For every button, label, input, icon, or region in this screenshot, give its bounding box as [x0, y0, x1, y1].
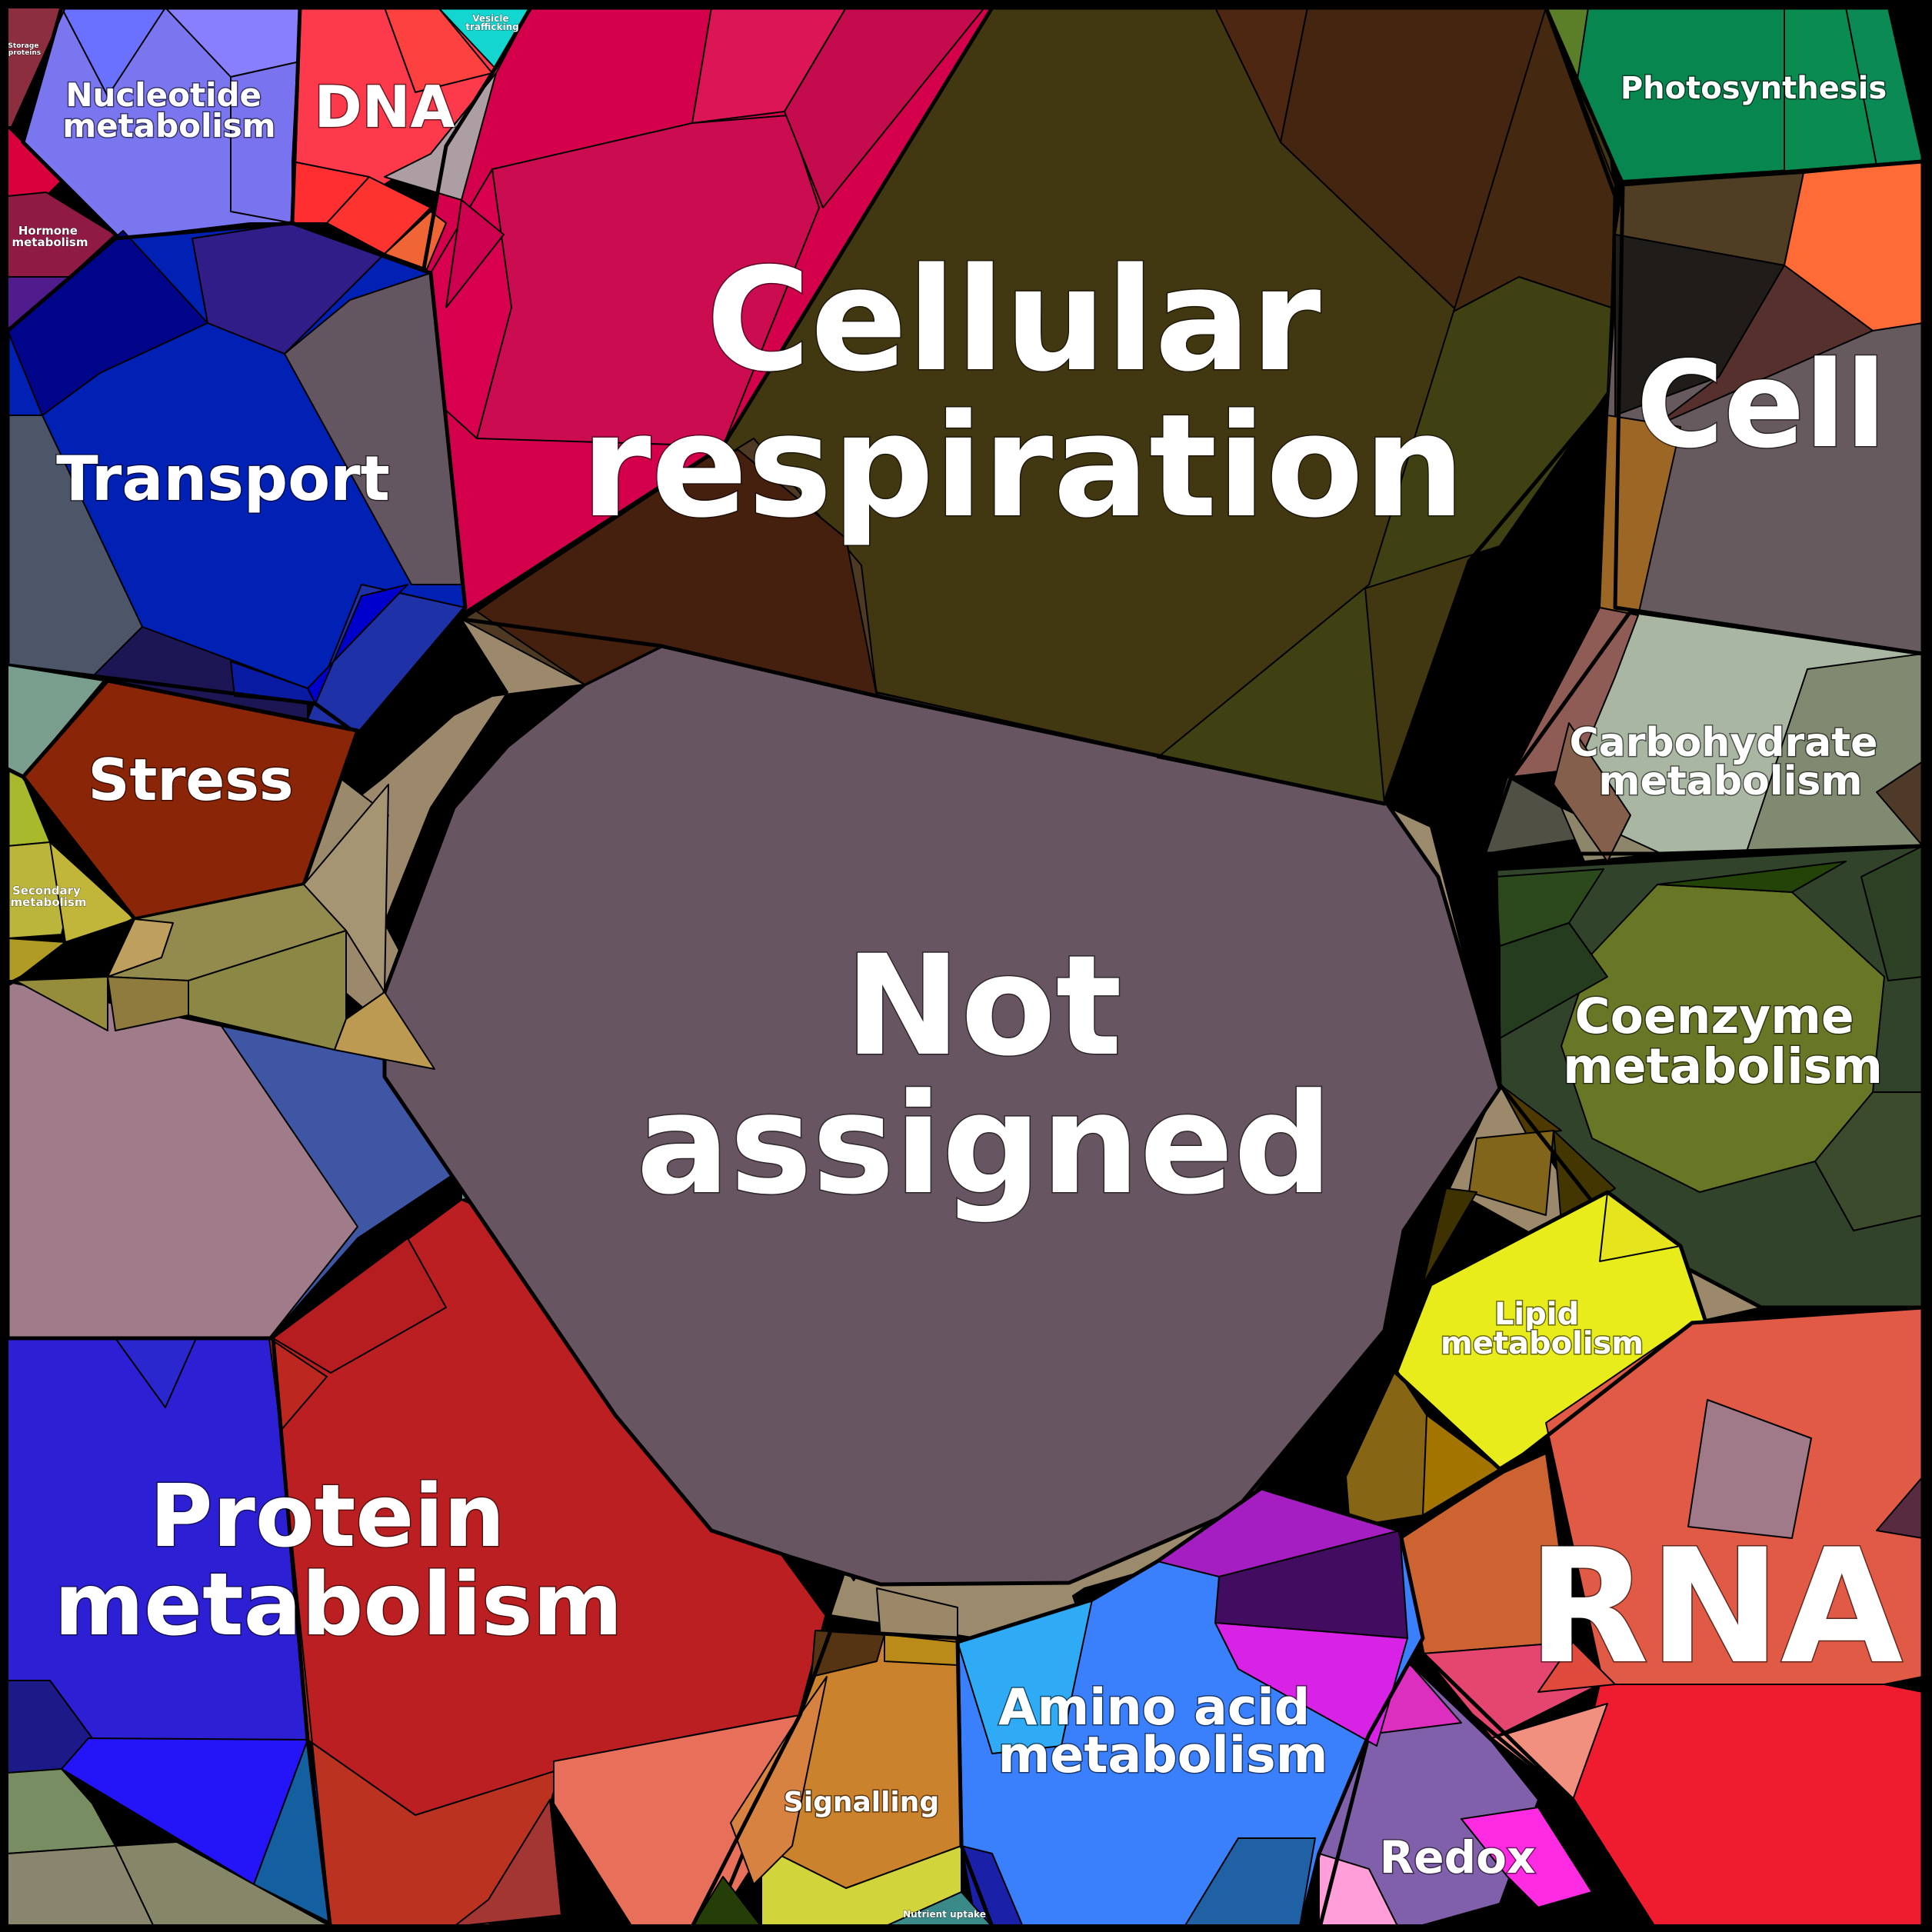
category-cellular-respiration[interactable]	[459, 5, 1617, 806]
label-cell: Cell	[1636, 335, 1886, 475]
category-stress[interactable]	[7, 665, 360, 921]
label-hormone-metabolism: Hormone metabolism	[12, 224, 88, 249]
label-amino-acid-metabolism: Amino acid metabolism	[998, 1679, 1328, 1784]
label-secondary-metabolism: Secondary metabolism	[11, 884, 87, 909]
label-nutrient-uptake: Nutrient uptake	[903, 1909, 986, 1920]
label-photosynthesis: Photosynthesis	[1621, 71, 1887, 106]
label-stress: Stress	[88, 746, 293, 814]
category-nucleotide-metabolism[interactable]	[7, 5, 306, 331]
category-transport[interactable]	[5, 221, 468, 737]
category-photosynthesis[interactable]	[1544, 5, 1925, 187]
label-transport: Transport	[56, 443, 390, 515]
label-storage-proteins: Storage proteins	[8, 42, 41, 57]
label-nucleotide-metabolism: Nucleotide metabolism	[62, 76, 275, 145]
label-carbohydrate-metabolism: Carbohydrate metabolism	[1570, 720, 1892, 804]
label-protein-metabolism: Protein metabolism	[54, 1467, 622, 1655]
category-misc-olive[interactable]	[15, 784, 435, 1070]
label-not-assigned: Not assigned	[636, 926, 1332, 1225]
category-not-assigned[interactable]	[382, 644, 1502, 1587]
label-rna: RNA	[1527, 1516, 1903, 1699]
label-cellular-respiration: Cellular respiration	[581, 237, 1464, 549]
label-dna: DNA	[314, 73, 455, 141]
category-signalling[interactable]	[690, 1628, 994, 1929]
label-lipid-metabolism: Lipid metabolism	[1441, 1297, 1644, 1361]
category-carbohydrate-metabolism[interactable]	[1482, 607, 1925, 862]
category-amino-acid-metabolism[interactable]	[955, 1486, 1425, 1932]
label-vesicle-trafficking: Vesicle trafficking	[465, 13, 518, 32]
labels: Cellular respiration Not assigned Cell P…	[8, 13, 1904, 1920]
label-redox: Redox	[1380, 1831, 1536, 1884]
category-cell[interactable]	[1599, 159, 1925, 656]
label-coenzyme-metabolism: Coenzyme metabolism	[1563, 988, 1883, 1094]
category-coenzyme-metabolism[interactable]	[1422, 844, 1925, 1310]
label-signalling: Signalling	[784, 1787, 939, 1818]
category-rna[interactable]	[1397, 1305, 1925, 1929]
